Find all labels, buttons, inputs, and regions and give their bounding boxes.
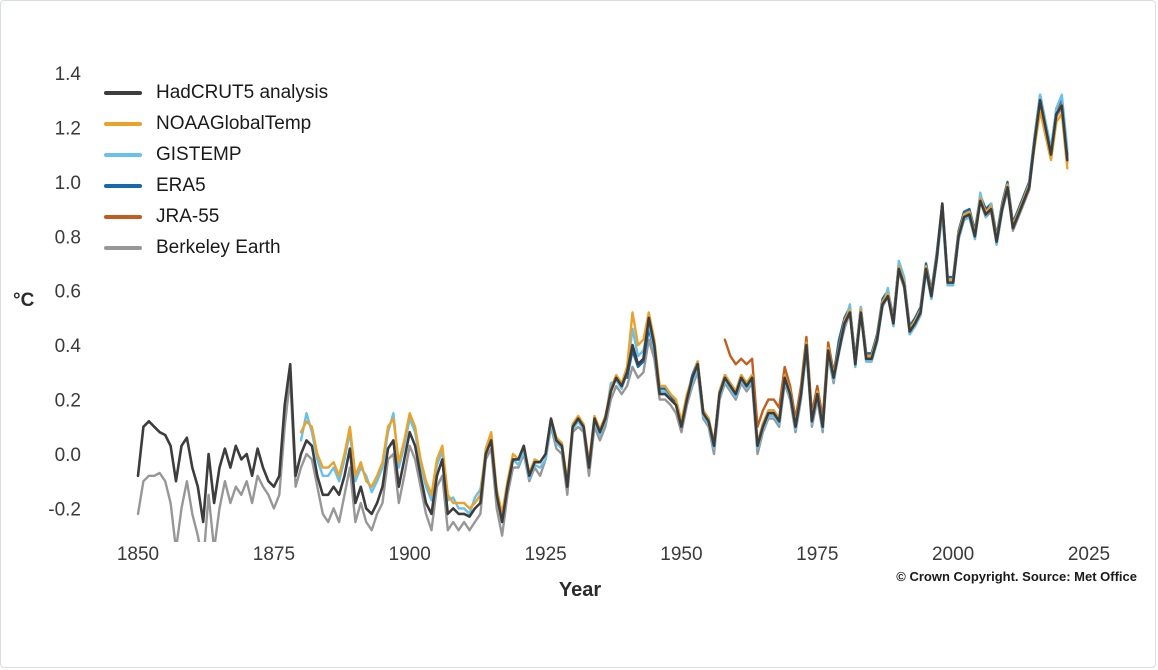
y-tick-label: 1.0 xyxy=(55,173,81,194)
legend-label: JRA-55 xyxy=(156,205,220,227)
legend-item-hadcrut5: HadCRUT5 analysis xyxy=(104,77,328,108)
y-tick-label: 0.0 xyxy=(55,445,81,466)
legend-line-swatch xyxy=(104,214,142,219)
x-tick-label: 1900 xyxy=(389,544,431,565)
y-tick-label: 0.4 xyxy=(55,336,82,357)
y-tick-label: 1.4 xyxy=(55,64,82,85)
legend-line-swatch xyxy=(104,152,142,157)
x-tick-label: 1925 xyxy=(524,544,566,565)
series-line-jra-55 xyxy=(723,96,1069,428)
x-tick-label: 1875 xyxy=(253,544,295,565)
x-tick-label: 1850 xyxy=(117,544,159,565)
legend-line-swatch xyxy=(104,121,142,126)
y-axis-label: °C xyxy=(13,290,35,311)
legend-line-swatch xyxy=(104,245,142,250)
x-tick-label: 1950 xyxy=(660,544,702,565)
legend-item-noaaglobaltemp: NOAAGlobalTemp xyxy=(104,108,328,139)
legend-item-gistemp: GISTEMP xyxy=(104,139,328,170)
legend-label: HadCRUT5 analysis xyxy=(156,81,329,103)
x-tick-label: 1975 xyxy=(796,544,838,565)
legend-line-swatch xyxy=(104,90,142,95)
legend-label: GISTEMP xyxy=(156,143,242,165)
legend-item-jra55: JRA-55 xyxy=(104,201,328,232)
y-tick-label: 1.2 xyxy=(55,118,81,139)
legend-item-berkeley-earth: Berkeley Earth xyxy=(104,232,328,263)
x-tick-label: 2000 xyxy=(932,544,974,565)
y-tick-label: 0.2 xyxy=(55,391,81,412)
y-tick-label: 0.6 xyxy=(55,282,81,303)
y-tick-label: 0.8 xyxy=(55,227,81,248)
x-tick-label: 2025 xyxy=(1068,544,1110,565)
legend-line-swatch xyxy=(104,183,142,188)
legend-label: NOAAGlobalTemp xyxy=(156,112,312,134)
legend-label: ERA5 xyxy=(156,174,206,196)
series-line-hadcrut5-analysis xyxy=(136,98,1069,524)
legend-label: Berkeley Earth xyxy=(156,236,281,258)
series-line-era5 xyxy=(625,93,1069,445)
y-tick-label: -0.2 xyxy=(48,499,81,520)
copyright-note: © Crown Copyright. Source: Met Office xyxy=(896,569,1137,584)
legend: HadCRUT5 analysis NOAAGlobalTemp GISTEMP… xyxy=(104,77,328,263)
x-axis-label: Year xyxy=(558,579,602,601)
legend-item-era5: ERA5 xyxy=(104,170,328,201)
